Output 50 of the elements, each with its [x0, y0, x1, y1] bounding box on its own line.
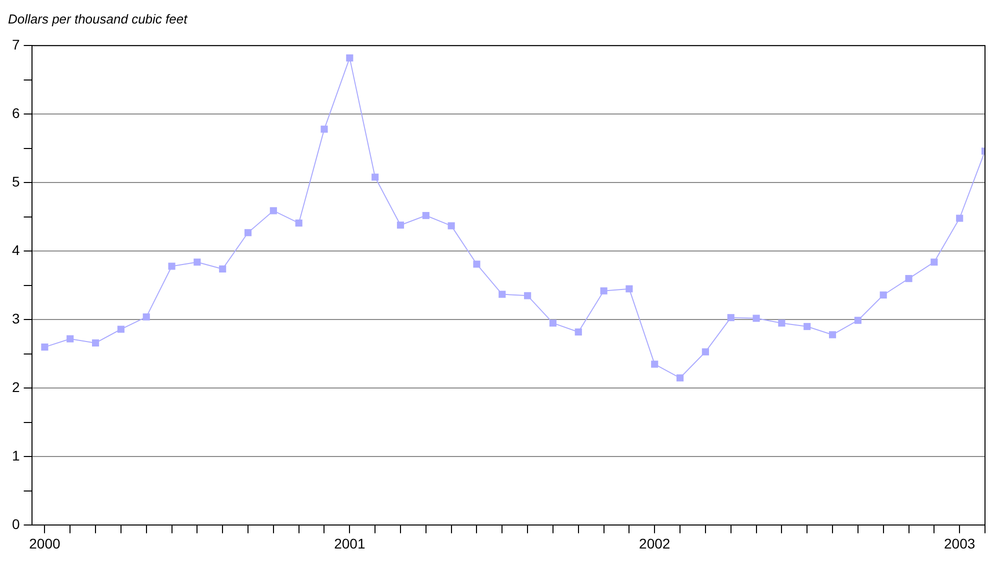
point — [295, 220, 302, 227]
y-tick-label: 5 — [12, 173, 20, 190]
point — [194, 258, 201, 266]
point — [270, 207, 277, 214]
point — [117, 326, 124, 333]
point — [600, 287, 608, 294]
point — [92, 339, 100, 346]
point — [396, 222, 404, 229]
point — [168, 262, 176, 270]
point — [41, 344, 48, 351]
x-tick-label: 2002 — [639, 535, 670, 552]
point — [372, 174, 379, 181]
point — [219, 265, 226, 272]
y-tick-label: 4 — [12, 242, 20, 258]
x-tick-label: 2001 — [334, 535, 366, 552]
point — [930, 258, 938, 266]
y-tick-label: 3 — [12, 310, 20, 327]
point — [142, 313, 150, 320]
point — [66, 335, 74, 342]
point — [244, 229, 252, 236]
y-tick-label: 1 — [12, 448, 20, 464]
point — [448, 222, 455, 230]
point — [626, 285, 633, 292]
point — [956, 214, 964, 222]
point — [880, 291, 887, 299]
point — [549, 320, 557, 327]
y-tick-label: 2 — [12, 379, 20, 396]
point — [524, 292, 532, 300]
point — [804, 322, 811, 330]
point — [473, 260, 480, 268]
point — [574, 328, 582, 336]
point — [854, 316, 862, 324]
point — [702, 348, 709, 356]
x-tick-label: 2003 — [944, 535, 976, 552]
point — [752, 314, 760, 322]
point — [422, 212, 430, 220]
point — [346, 54, 354, 62]
y-axis-title: Dollars per thousand cubic feet — [8, 11, 189, 26]
point — [727, 314, 734, 322]
x-tick-label: 2000 — [29, 535, 60, 552]
point — [778, 320, 786, 327]
y-tick-label: 6 — [12, 104, 20, 121]
y-tick-label: 0 — [12, 516, 20, 532]
point — [905, 275, 912, 282]
point — [498, 290, 506, 298]
point — [828, 331, 836, 338]
point — [676, 374, 684, 382]
point — [651, 360, 658, 368]
point — [320, 126, 328, 133]
y-tick-label: 7 — [12, 36, 20, 52]
